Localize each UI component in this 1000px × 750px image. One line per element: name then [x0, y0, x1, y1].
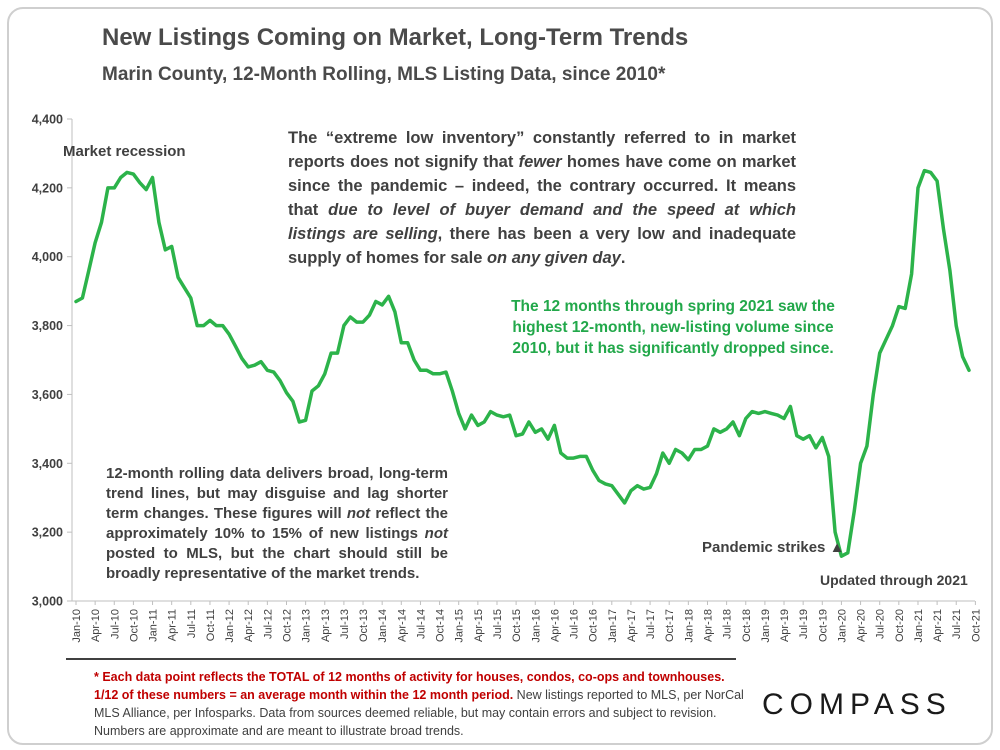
low-inventory-note-segment: on any given day — [486, 249, 621, 267]
x-tick-label: Jan-18 — [683, 609, 695, 643]
x-tick-label: Jan-20 — [836, 609, 848, 643]
y-tick-label: 4,200 — [32, 181, 63, 195]
y-tick-label: 4,400 — [32, 113, 63, 127]
annotation-rolling-data-note: 12-month rolling data delivers broad, lo… — [106, 464, 448, 584]
x-tick-label: Jan-17 — [607, 609, 619, 643]
rolling-data-note-segment: not — [346, 505, 371, 522]
x-tick-label: Apr-15 — [473, 609, 485, 642]
x-tick-label: Jul-19 — [798, 609, 810, 639]
x-tick-label: Apr-17 — [626, 609, 638, 642]
annotation-market-recession: Market recession — [63, 143, 186, 160]
x-tick-label: Oct-14 — [435, 609, 447, 642]
x-tick-label: Oct-13 — [358, 609, 370, 642]
series-layer — [74, 168, 971, 558]
x-tick-label: Apr-16 — [549, 609, 561, 642]
rolling-data-note-segment: posted to MLS, but the chart should stil… — [106, 545, 448, 582]
x-tick-label: Jul-12 — [262, 609, 274, 639]
y-tick-label: 3,600 — [32, 388, 63, 402]
annotation-pandemic-strikes: Pandemic strikes ▲ — [702, 539, 845, 556]
x-tick-label: Oct-10 — [128, 609, 140, 642]
compass-logo: COMPASS — [762, 688, 952, 721]
x-tick-label: Jul-11 — [186, 609, 198, 638]
x-tick-label: Jan-11 — [148, 609, 160, 642]
x-tick-label: Oct-11 — [205, 609, 217, 641]
annotation-updated: Updated through 2021 — [820, 572, 968, 588]
y-tick-label: 4,000 — [32, 250, 63, 264]
rolling-data-note-segment: reflect the approximately 10% to 15% of … — [106, 505, 449, 542]
y-tick-label: 3,800 — [32, 319, 63, 333]
x-tick-label: Apr-12 — [243, 609, 255, 642]
series-line-new-listings — [74, 168, 971, 558]
x-tick-label: Jul-16 — [569, 609, 581, 639]
x-tick-label: Oct-12 — [281, 609, 293, 642]
rolling-data-note-segment: 12-month rolling data delivers broad, lo… — [106, 465, 448, 522]
x-tick-label: Oct-20 — [894, 609, 906, 642]
annotation-low-inventory-note: The “extreme low inventory” constantly r… — [288, 126, 796, 270]
y-tick-label: 3,200 — [32, 526, 63, 540]
x-tick-label: Jan-19 — [760, 609, 772, 643]
x-tick-label: Jul-18 — [722, 609, 734, 639]
chart-title: New Listings Coming on Market, Long-Term… — [102, 24, 689, 51]
low-inventory-note-segment: due to level of buyer demand and the spe… — [288, 201, 796, 243]
x-tick-label: Jul-17 — [645, 609, 657, 639]
y-tick-label: 3,400 — [32, 457, 63, 471]
x-tick-label: Jan-12 — [224, 609, 236, 643]
x-tick-label: Jan-16 — [530, 609, 542, 643]
x-tick-label: Jul-10 — [109, 609, 121, 639]
x-tick-label: Oct-21 — [970, 609, 982, 642]
x-tick-label: Jul-21 — [951, 609, 963, 639]
x-tick-label: Apr-21 — [932, 609, 944, 642]
low-inventory-note-segment: . — [620, 249, 626, 267]
x-tick-label: Jul-14 — [415, 609, 427, 639]
low-inventory-note-segment: The “extreme low inventory” constantly r… — [288, 129, 796, 171]
x-tick-label: Jan-13 — [301, 609, 313, 643]
x-tick-label: Oct-19 — [817, 609, 829, 642]
x-tick-label: Apr-14 — [396, 609, 408, 642]
x-tick-label: Oct-15 — [511, 609, 523, 642]
low-inventory-note-segment: homes have come on market since the pand… — [288, 153, 796, 219]
x-tick-label: Jan-10 — [71, 609, 83, 643]
footnote-body: New listings reported to MLS, per NorCal… — [94, 688, 744, 738]
x-tick-label: Apr-18 — [702, 609, 714, 642]
footer-divider — [66, 658, 736, 660]
low-inventory-note-segment: fewer — [518, 153, 562, 171]
x-tick-label: Apr-19 — [779, 609, 791, 642]
x-tick-label: Jul-15 — [492, 609, 504, 639]
x-tick-label: Oct-16 — [588, 609, 600, 642]
x-tick-label: Oct-17 — [664, 609, 676, 642]
axes: 3,000 3,200 3,400 3,600 3,800 4,000 4,200 4,400… — [32, 113, 983, 643]
x-tick-label: Jan-15 — [454, 609, 466, 643]
x-tick-label: Apr-10 — [90, 609, 102, 642]
x-tick-label: Oct-18 — [741, 609, 753, 642]
footnote-emphasis: * Each data point reflects the TOTAL of … — [94, 670, 725, 702]
footnote: * Each data point reflects the TOTAL of … — [94, 668, 744, 740]
x-tick-label: Jul-13 — [339, 609, 351, 639]
low-inventory-note-segment: , there has been a very low and inadequa… — [288, 225, 797, 267]
x-tick-label: Apr-20 — [856, 609, 868, 642]
x-tick-label: Apr-13 — [320, 609, 332, 642]
x-tick-label: Jan-14 — [377, 609, 389, 643]
annotation-spring-2021-note: The 12 months through spring 2021 saw th… — [511, 298, 835, 357]
x-tick-label: Jul-20 — [875, 609, 887, 639]
y-tick-label: 3,000 — [32, 595, 63, 609]
rolling-data-note-segment: not — [424, 525, 448, 542]
x-tick-label: Apr-11 — [167, 609, 179, 641]
chart-subtitle: Marin County, 12-Month Rolling, MLS List… — [102, 64, 666, 85]
x-tick-label: Jan-21 — [913, 609, 925, 643]
